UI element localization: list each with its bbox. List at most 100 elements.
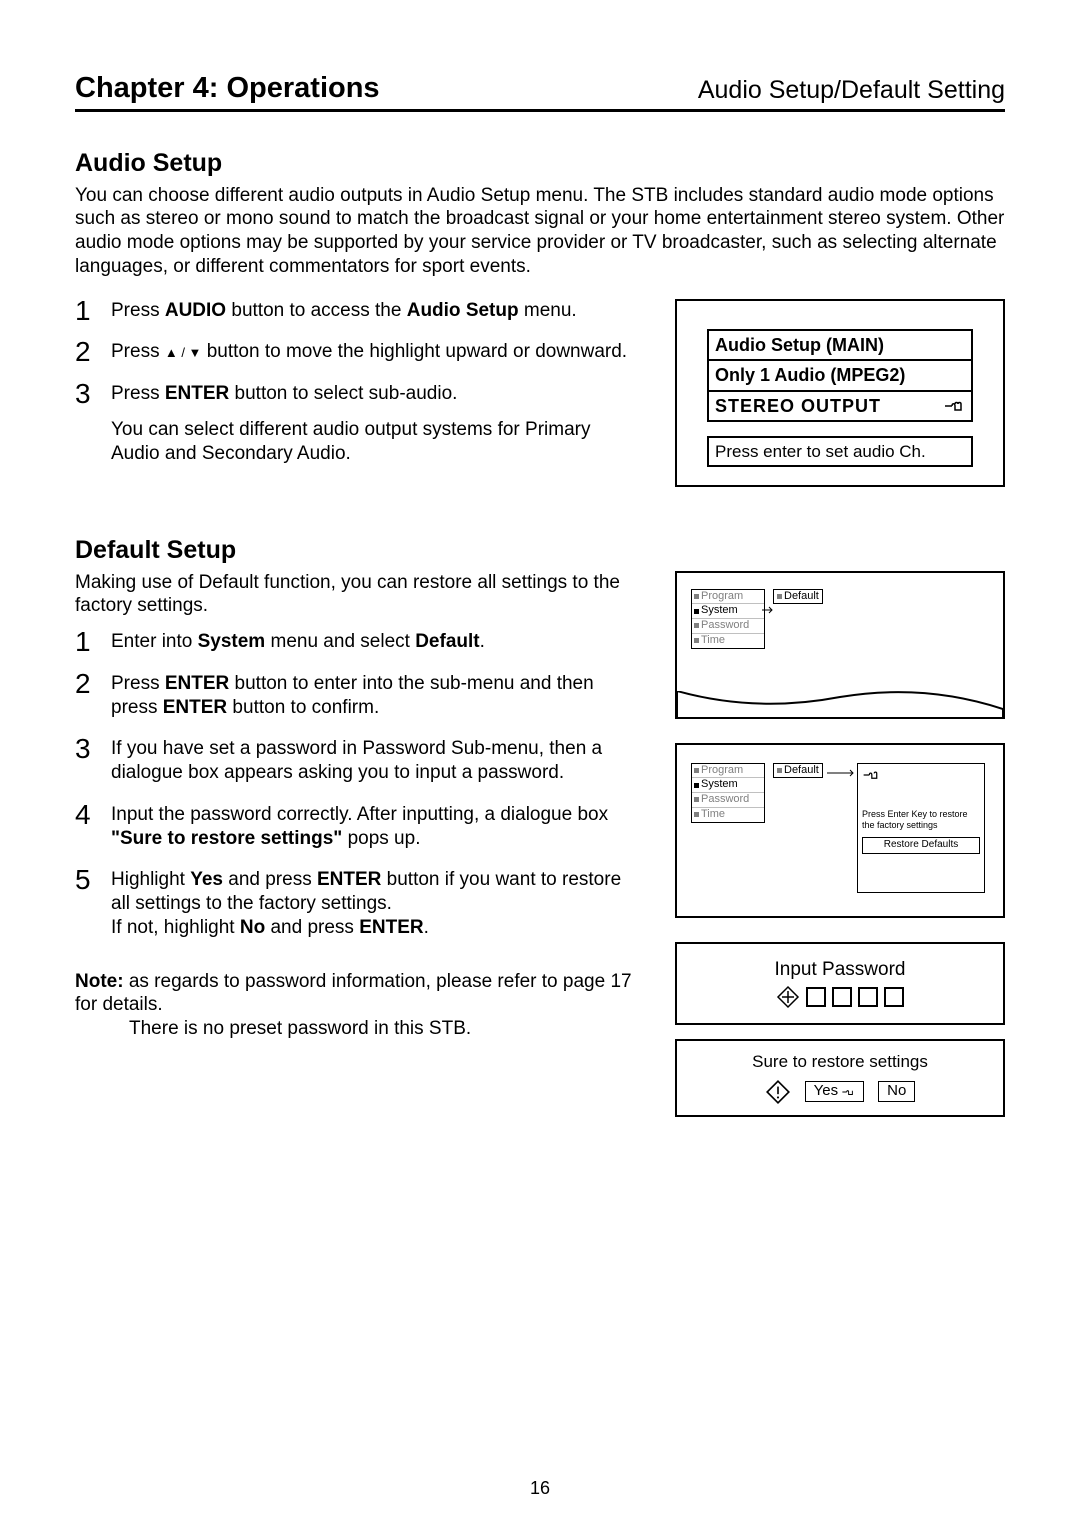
t: "Sure to restore settings": [111, 828, 342, 849]
t: Press: [111, 341, 165, 362]
default-columns: Making use of Default function, you can …: [75, 571, 1005, 1041]
t: Enter into: [111, 631, 198, 652]
menu-password-2: Password: [692, 793, 764, 808]
note-block: Note: as regards to password information…: [75, 970, 635, 1041]
audio-diagram-column: Audio Setup (MAIN) Only 1 Audio (MPEG2) …: [675, 299, 1005, 488]
restore-message: Press Enter Key to restore the factory s…: [862, 809, 980, 832]
input-password-diagram: Input Password: [675, 942, 1005, 1026]
audio-diagram-row2: Only 1 Audio (MPEG2): [707, 359, 973, 392]
password-title: Input Password: [691, 958, 989, 982]
system-menu-diagram-1: Program System Password Time Default: [675, 571, 1005, 719]
t: ENTER: [165, 383, 229, 404]
t: No: [887, 1082, 906, 1101]
chapter-title: Chapter 4: Operations: [75, 70, 380, 106]
torn-edge-icon: [677, 691, 1003, 719]
menu-block-2: Program System Password Time: [691, 763, 765, 823]
t: button to move the highlight upward or d…: [201, 341, 627, 362]
audio-diagram-row3: STEREO OUTPUT: [707, 390, 973, 423]
t: Yes: [814, 1082, 838, 1101]
default-setup-heading: Default Setup: [75, 535, 1005, 566]
default-step-3: If you have set a password in Password S…: [75, 737, 635, 785]
t: Input the password correctly. After inpu…: [111, 804, 608, 825]
restore-panel: Press Enter Key to restore the factory s…: [857, 763, 985, 893]
audio-diagram-row1: Audio Setup (MAIN): [707, 329, 973, 362]
default-step-2: Press ENTER button to enter into the sub…: [75, 672, 635, 720]
audio-setup-heading: Audio Setup: [75, 148, 1005, 179]
hand-icon: [943, 398, 965, 414]
t: ENTER: [165, 673, 229, 694]
menu-system-2: System: [692, 778, 764, 793]
menu-program: Program: [692, 590, 764, 605]
menu-time-2: Time: [692, 808, 764, 822]
diamond-arrow-icon: [776, 985, 800, 1009]
t: Press: [111, 383, 165, 404]
audio-step-1: Press AUDIO button to access the Audio S…: [75, 299, 635, 323]
password-box: [884, 987, 904, 1007]
default-setup-intro: Making use of Default function, you can …: [75, 571, 635, 619]
diamond-alert-icon: [765, 1079, 791, 1105]
t: AUDIO: [165, 300, 226, 321]
password-box: [858, 987, 878, 1007]
t: and press: [223, 869, 317, 890]
menu-password: Password: [692, 619, 764, 634]
default-left-column: Making use of Default function, you can …: [75, 571, 635, 1041]
t: Yes: [190, 869, 223, 890]
password-box: [806, 987, 826, 1007]
t: Press: [111, 300, 165, 321]
confirm-title: Sure to restore settings: [687, 1051, 993, 1072]
page-number: 16: [0, 1477, 1080, 1500]
arrow-icon: [827, 769, 857, 777]
t: menu and select: [265, 631, 415, 652]
header-right: Audio Setup/Default Setting: [698, 75, 1005, 106]
audio-setup-diagram: Audio Setup (MAIN) Only 1 Audio (MPEG2) …: [675, 299, 1005, 488]
t: button to access the: [226, 300, 407, 321]
hand-icon: [841, 1087, 855, 1097]
t: No: [240, 917, 265, 938]
t: .: [480, 631, 485, 652]
note-text-2: There is no preset password in this STB.: [129, 1017, 635, 1041]
t: and press: [265, 917, 359, 938]
t: If you have set a password in Password S…: [111, 738, 602, 783]
default-steps-list: Enter into System menu and select Defaul…: [75, 630, 635, 940]
restore-defaults-button: Restore Defaults: [862, 837, 980, 854]
default-step-4: Input the password correctly. After inpu…: [75, 803, 635, 851]
page: Chapter 4: Operations Audio Setup/Defaul…: [0, 0, 1080, 1527]
t: ENTER: [317, 869, 381, 890]
hand-icon: [862, 768, 880, 782]
confirm-diagram: Sure to restore settings Yes No: [675, 1039, 1005, 1116]
confirm-row: Yes No: [687, 1079, 993, 1105]
confirm-no-button: No: [878, 1081, 915, 1102]
t: STEREO OUTPUT: [715, 395, 881, 418]
audio-steps-column: Press AUDIO button to access the Audio S…: [75, 299, 635, 466]
default-diagram-column: Program System Password Time Default Pro…: [675, 571, 1005, 1117]
t: menu.: [519, 300, 577, 321]
audio-step-3: Press ENTER button to select sub-audio. …: [75, 382, 635, 465]
audio-step-2: Press ▲ / ▼ button to move the highlight…: [75, 340, 635, 364]
arrow-icon: [762, 606, 774, 614]
note-text-1: as regards to password information, plea…: [75, 971, 632, 1016]
t: .: [424, 917, 429, 938]
t: Audio Setup: [407, 300, 519, 321]
system-menu-diagram-2: Program System Password Time Default Pre…: [675, 743, 1005, 918]
up-down-icon: ▲ / ▼: [165, 345, 202, 360]
t: If not, highlight: [111, 917, 240, 938]
confirm-yes-button: Yes: [805, 1081, 864, 1102]
t: button to select sub-audio.: [229, 383, 457, 404]
audio-steps-list: Press AUDIO button to access the Audio S…: [75, 299, 635, 466]
menu-program-2: Program: [692, 764, 764, 779]
t: Highlight: [111, 869, 190, 890]
audio-setup-intro: You can choose different audio outputs i…: [75, 184, 1005, 279]
menu-time: Time: [692, 634, 764, 648]
t: button to confirm.: [227, 697, 379, 718]
default-step-1: Enter into System menu and select Defaul…: [75, 630, 635, 654]
page-header: Chapter 4: Operations Audio Setup/Defaul…: [75, 70, 1005, 112]
submenu-default-2: Default: [773, 763, 823, 779]
password-row: [691, 985, 989, 1009]
audio-diagram-footer: Press enter to set audio Ch.: [707, 436, 973, 467]
t: System: [198, 631, 266, 652]
t: Default: [415, 631, 479, 652]
menu-block: Program System Password Time: [691, 589, 765, 649]
audio-columns: Press AUDIO button to access the Audio S…: [75, 299, 1005, 466]
menu-system: System: [692, 604, 764, 619]
t: pops up.: [342, 828, 420, 849]
